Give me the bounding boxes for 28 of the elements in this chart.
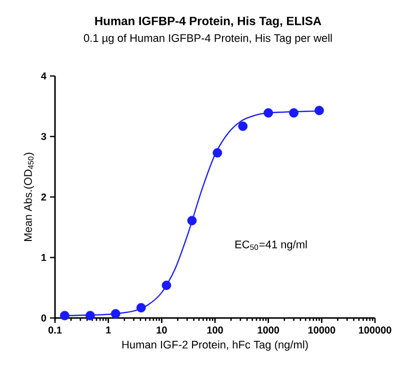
x-tick-label: 10000: [308, 326, 336, 334]
point: [136, 303, 146, 312]
point: [289, 108, 298, 118]
point: [264, 108, 274, 118]
chart-subtitle: 0.1 µg of Human IGFBP-4 Protein, His Tag per well: [84, 34, 332, 44]
x-tick-label: 100000: [358, 326, 392, 334]
y-tick-label: 3: [41, 132, 46, 140]
annotation: EC$_{50}$=41 ng/ml: [235, 240, 307, 251]
point: [162, 280, 172, 290]
x-tick-label: 1000: [258, 326, 280, 334]
point: [86, 310, 95, 320]
x-tick-label: 1: [106, 326, 111, 334]
y-axis-title: Mean Abs.(OD$_{450}$): [24, 152, 34, 241]
x-tick-label: 0.1: [48, 326, 62, 334]
x-tick-label: 10: [156, 326, 167, 334]
chart-title: Human IGFBP-4 Protein, His Tag, ELISA: [95, 16, 322, 28]
y-tick-label: 1: [42, 254, 46, 261]
point: [60, 310, 70, 320]
point: [110, 309, 120, 318]
point: [314, 106, 324, 116]
x-axis-title: Human IGF-2 Protein, hFc Tag (ng/ml): [122, 340, 308, 351]
point: [238, 122, 248, 131]
y-tick-label: 2: [41, 194, 46, 200]
y-tick-label: 0: [41, 314, 46, 322]
x-tick-label: 100: [207, 326, 223, 334]
point: [187, 216, 197, 226]
point: [212, 148, 222, 158]
y-tick-label: 4: [41, 72, 46, 80]
